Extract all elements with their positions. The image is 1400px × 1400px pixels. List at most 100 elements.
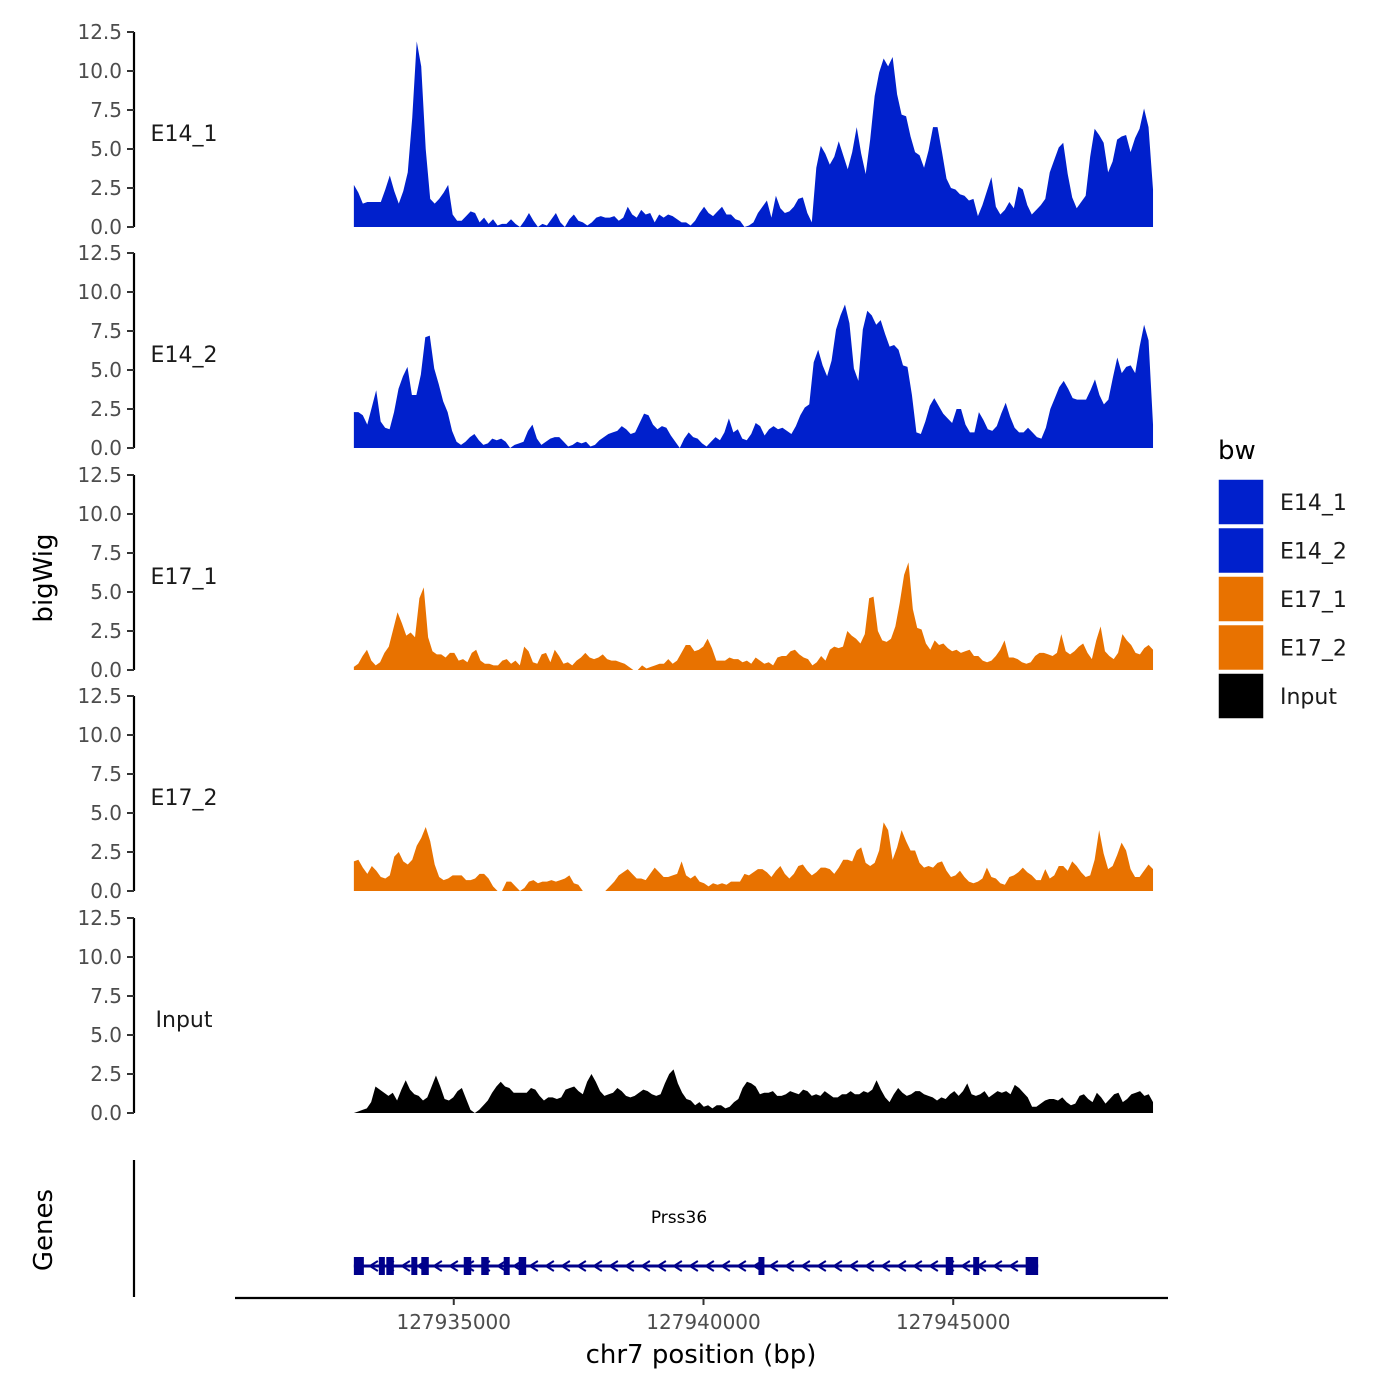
y-tick-label: 5.0	[90, 1023, 122, 1047]
track-label: E14_2	[151, 343, 218, 368]
strand-arrow	[815, 1260, 827, 1272]
y-tick-label: 2.5	[90, 397, 122, 421]
x-tick-label: 127945000	[896, 1310, 1011, 1334]
strand-arrow	[863, 1260, 875, 1272]
strand-arrow	[399, 1260, 411, 1272]
signal-area-E17_1	[353, 562, 1154, 670]
exon	[758, 1257, 765, 1275]
strand-arrow	[559, 1260, 571, 1272]
strand-arrow	[527, 1260, 539, 1272]
y-tick-label: 5.0	[90, 580, 122, 604]
legend-item-E14_2: E14_2	[1217, 526, 1347, 575]
y-tick-label: 2.5	[90, 1062, 122, 1086]
y-tick-label: 0.0	[90, 658, 122, 682]
track-E17_2: 0.0 2.5 5.0 7.5 10.0 12.5 E17_2	[77, 684, 1154, 903]
strand-arrow	[1007, 1260, 1019, 1272]
y-tick-label: 2.5	[90, 619, 122, 643]
strand-arrow	[367, 1260, 379, 1272]
legend-swatch	[1217, 575, 1265, 623]
exon	[973, 1257, 980, 1275]
exon	[386, 1257, 394, 1275]
y-tick-label: 10.0	[77, 945, 122, 969]
legend-item-E14_1: E14_1	[1217, 478, 1347, 526]
y-tick-label: 12.5	[77, 906, 122, 930]
track-label: E14_1	[151, 122, 218, 147]
legend-label: E17_1	[1280, 588, 1347, 613]
gene-Prss36: Prss36	[353, 1208, 1039, 1275]
y-tick-label: 12.5	[77, 241, 122, 265]
y-tick-label: 12.5	[77, 684, 122, 708]
track-E14_1: 0.0 2.5 5.0 7.5 10.0 12.5 E14_1	[77, 20, 1154, 239]
strand-arrow	[607, 1260, 619, 1272]
strand-arrow	[959, 1260, 971, 1272]
x-tick-label: 127935000	[396, 1310, 511, 1334]
strand-arrow	[543, 1260, 555, 1272]
track-E14_2: 0.0 2.5 5.0 7.5 10.0 12.5 E14_2	[77, 241, 1154, 460]
strand-arrow	[655, 1260, 667, 1272]
legend-swatch	[1217, 672, 1265, 720]
exon	[463, 1257, 472, 1275]
strand-arrow	[735, 1260, 747, 1272]
strand-arrow	[767, 1260, 779, 1272]
exon	[945, 1257, 954, 1275]
x-axis-title: chr7 position (bp)	[586, 1340, 817, 1370]
y-tick-label: 10.0	[77, 502, 122, 526]
genes-title: Genes	[29, 1189, 59, 1271]
y-tick-label: 12.5	[77, 20, 122, 44]
y-tick-label: 7.5	[90, 762, 122, 786]
y-tick-label: 10.0	[77, 723, 122, 747]
legend-label: E17_2	[1280, 637, 1347, 662]
strand-arrow	[911, 1260, 923, 1272]
strand-arrow	[703, 1260, 715, 1272]
y-tick-label: 0.0	[90, 215, 122, 239]
strand-arrow	[575, 1260, 587, 1272]
strand-arrow	[639, 1260, 651, 1272]
exon	[411, 1257, 418, 1275]
exon	[1025, 1257, 1039, 1275]
track-label: Input	[156, 1008, 213, 1033]
track-label: E17_2	[151, 786, 218, 811]
strand-arrow	[831, 1260, 843, 1272]
strand-arrow	[623, 1260, 635, 1272]
strand-arrow	[431, 1260, 443, 1272]
strand-arrow	[591, 1260, 603, 1272]
y-tick-label: 0.0	[90, 879, 122, 903]
strand-arrow	[927, 1260, 939, 1272]
legend-item-Input: Input	[1217, 672, 1337, 720]
track-label: E17_1	[151, 565, 218, 590]
legend-item-E17_2: E17_2	[1217, 623, 1347, 672]
y-axis-title: bigWig	[29, 533, 59, 622]
exon	[503, 1257, 510, 1275]
y-tick-label: 5.0	[90, 358, 122, 382]
strand-arrow	[895, 1260, 907, 1272]
strand-arrow	[671, 1260, 683, 1272]
strand-arrow	[719, 1260, 731, 1272]
y-tick-label: 2.5	[90, 840, 122, 864]
y-tick-label: 2.5	[90, 176, 122, 200]
y-tick-label: 12.5	[77, 463, 122, 487]
y-tick-label: 7.5	[90, 984, 122, 1008]
y-tick-label: 5.0	[90, 137, 122, 161]
y-tick-label: 5.0	[90, 801, 122, 825]
strand-arrow	[847, 1260, 859, 1272]
y-tick-label: 10.0	[77, 59, 122, 83]
gene-name-label: Prss36	[651, 1208, 707, 1228]
signal-area-E17_2	[353, 822, 1154, 891]
x-tick-label: 127940000	[646, 1310, 761, 1334]
strand-arrow	[687, 1260, 699, 1272]
legend-label: Input	[1280, 685, 1337, 710]
track-E17_1: 0.0 2.5 5.0 7.5 10.0 12.5 E17_1	[77, 463, 1154, 682]
track-Input: 0.0 2.5 5.0 7.5 10.0 12.5 Input	[77, 906, 1154, 1125]
signal-area-E14_1	[353, 41, 1154, 227]
strand-arrow	[783, 1260, 795, 1272]
exon	[481, 1257, 489, 1275]
legend: bw E14_1 E14_2 E17_1 E17_2 Input	[1217, 436, 1347, 720]
legend-title: bw	[1218, 436, 1256, 466]
legend-swatch	[1217, 526, 1265, 575]
exon	[421, 1257, 429, 1275]
strand-arrow	[991, 1260, 1003, 1272]
y-tick-label: 7.5	[90, 319, 122, 343]
legend-swatch	[1217, 623, 1265, 672]
strand-arrow	[799, 1260, 811, 1272]
